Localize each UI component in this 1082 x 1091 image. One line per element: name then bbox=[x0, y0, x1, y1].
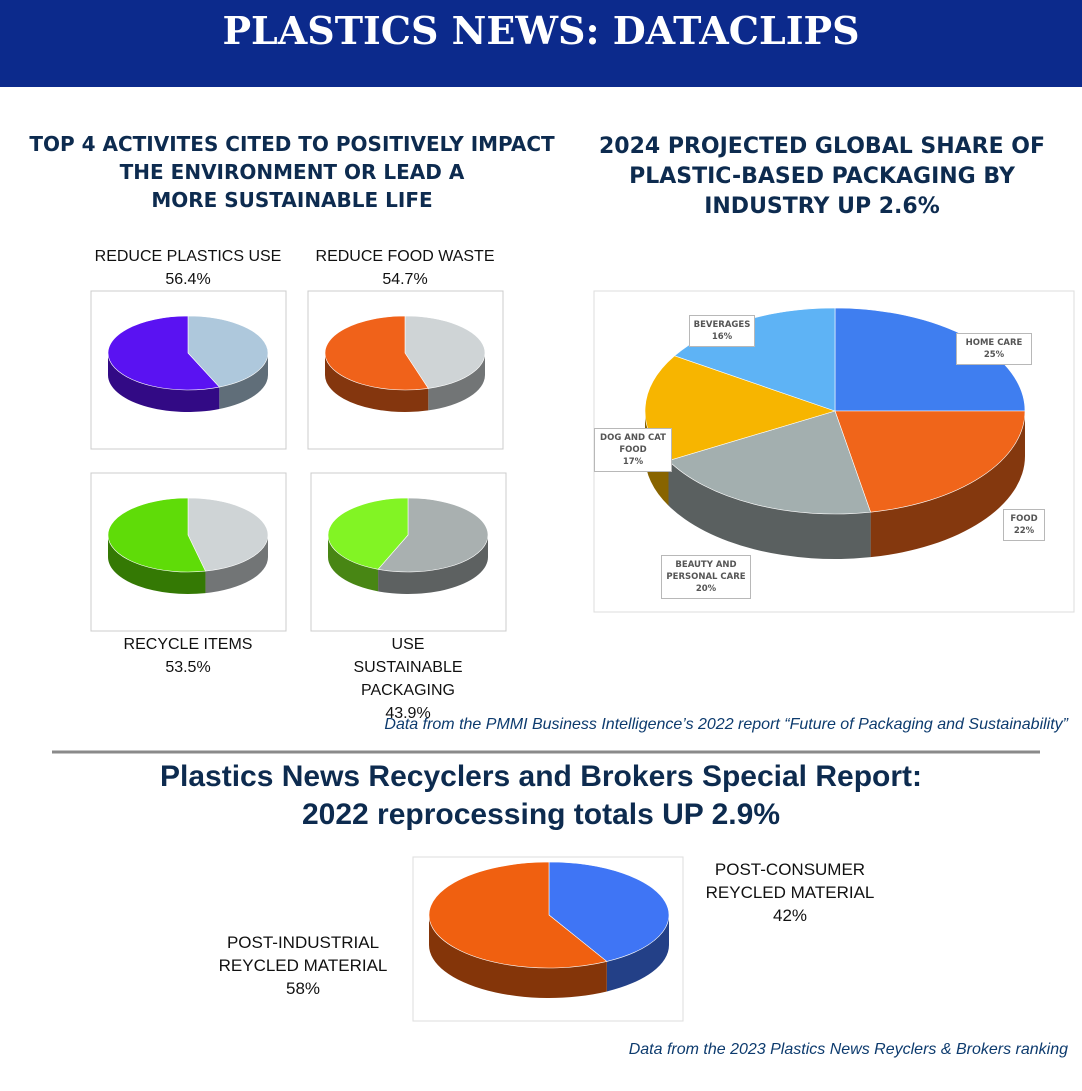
pie-slice-side bbox=[429, 915, 607, 999]
pie-remainder-side bbox=[205, 535, 268, 594]
data-label: DOG AND CAT FOOD 17% bbox=[594, 428, 672, 472]
pie-slice-side bbox=[328, 535, 379, 592]
source-note: Data from the PMMI Business Intelligence… bbox=[384, 716, 1068, 733]
category-label: USE SUSTAINABLE PACKAGING bbox=[353, 636, 463, 699]
data-label: BEAUTY AND PERSONAL CARE 20% bbox=[661, 555, 751, 599]
chart-title: INDUSTRY UP 2.6% bbox=[704, 194, 940, 219]
pie-remainder-side bbox=[428, 353, 485, 411]
value-label: 56.4% bbox=[165, 271, 211, 288]
category-label: HOME CARE bbox=[965, 338, 1023, 348]
category-label: FOOD bbox=[1010, 514, 1038, 524]
pie-slice bbox=[428, 861, 608, 969]
category-label: DOG AND CAT FOOD bbox=[600, 433, 666, 455]
pie-slice bbox=[667, 410, 872, 515]
pie-slice-side bbox=[668, 460, 871, 560]
pie-slice-side bbox=[606, 915, 669, 992]
frame bbox=[412, 856, 684, 1022]
pie-slice-side bbox=[870, 411, 1026, 558]
pie-remainder bbox=[377, 497, 489, 573]
data-label: POST-INDUSTRIAL REYCLED MATERIAL 58% bbox=[208, 931, 398, 1000]
pie-remainder-side bbox=[378, 535, 489, 595]
value-label: 20% bbox=[695, 584, 717, 594]
frame bbox=[307, 290, 504, 450]
header-title: PLASTICS NEWS: DATACLIPS bbox=[222, 8, 860, 53]
chart-title: MORE SUSTAINABLE LIFE bbox=[151, 188, 433, 212]
chart-title: Plastics News Recyclers and Brokers Spec… bbox=[159, 760, 922, 793]
value-label: 54.7% bbox=[382, 271, 428, 288]
data-label: HOME CARE 25% bbox=[956, 333, 1032, 365]
category-label: BEAUTY AND PERSONAL CARE bbox=[666, 560, 746, 582]
chart-title: TOP 4 ACTIVITES CITED TO POSITIVELY IMPA… bbox=[29, 132, 555, 156]
data-label: FOOD 22% bbox=[1003, 509, 1045, 541]
pie-slice bbox=[107, 497, 206, 573]
value-label: 22% bbox=[1013, 526, 1035, 536]
value-label: 43.9% bbox=[385, 705, 431, 722]
data-label: BEVERAGES 16% bbox=[689, 315, 755, 347]
chart-title: 2022 reprocessing totals UP 2.9% bbox=[301, 798, 780, 831]
value-label: 42% bbox=[772, 906, 808, 925]
pie-slice bbox=[548, 861, 670, 962]
frame bbox=[90, 472, 287, 632]
pie-slice bbox=[107, 315, 220, 391]
pie-slice-side bbox=[325, 353, 429, 413]
value-label: 16% bbox=[711, 332, 733, 342]
value-label: 53.5% bbox=[165, 659, 211, 676]
category-label: REDUCE PLASTICS USE bbox=[94, 248, 282, 265]
pie-remainder bbox=[187, 497, 269, 572]
pie-slice-side bbox=[108, 535, 206, 595]
pie-label: RECYCLE ITEMS 53.5% bbox=[88, 633, 288, 679]
value-label: 25% bbox=[983, 350, 1005, 360]
pie-label: USE SUSTAINABLE PACKAGING 43.9% bbox=[308, 633, 508, 725]
category-label: REDUCE FOOD WASTE bbox=[315, 248, 495, 265]
pie-label: REDUCE PLASTICS USE 56.4% bbox=[88, 245, 288, 291]
pie-slice bbox=[834, 410, 1026, 513]
pie-remainder-side bbox=[219, 353, 268, 410]
category-label: POST-CONSUMER REYCLED MATERIAL bbox=[705, 860, 875, 902]
value-label: 58% bbox=[285, 979, 321, 998]
pie-remainder bbox=[187, 315, 269, 388]
pie-slice bbox=[324, 315, 429, 391]
pie-slice bbox=[327, 497, 409, 570]
value-label: 17% bbox=[622, 457, 644, 467]
pie-remainder bbox=[404, 315, 486, 389]
pie-slice-side bbox=[108, 353, 220, 412]
frame bbox=[310, 472, 507, 632]
source-note: Data from the 2023 Plastics News Reycler… bbox=[628, 1041, 1068, 1058]
header-band bbox=[0, 0, 1082, 87]
category-label: RECYCLE ITEMS bbox=[123, 636, 253, 653]
data-label: POST-CONSUMER REYCLED MATERIAL 42% bbox=[695, 858, 885, 927]
category-label: POST-INDUSTRIAL REYCLED MATERIAL bbox=[218, 933, 388, 975]
pie-label: REDUCE FOOD WASTE 54.7% bbox=[305, 245, 505, 291]
chart-title: PLASTIC-BASED PACKAGING BY bbox=[629, 164, 1015, 189]
category-label: BEVERAGES bbox=[693, 320, 751, 330]
chart-title: 2024 PROJECTED GLOBAL SHARE OF bbox=[598, 134, 1046, 159]
frame bbox=[90, 290, 287, 450]
chart-title: THE ENVIRONMENT OR LEAD A bbox=[119, 160, 465, 184]
